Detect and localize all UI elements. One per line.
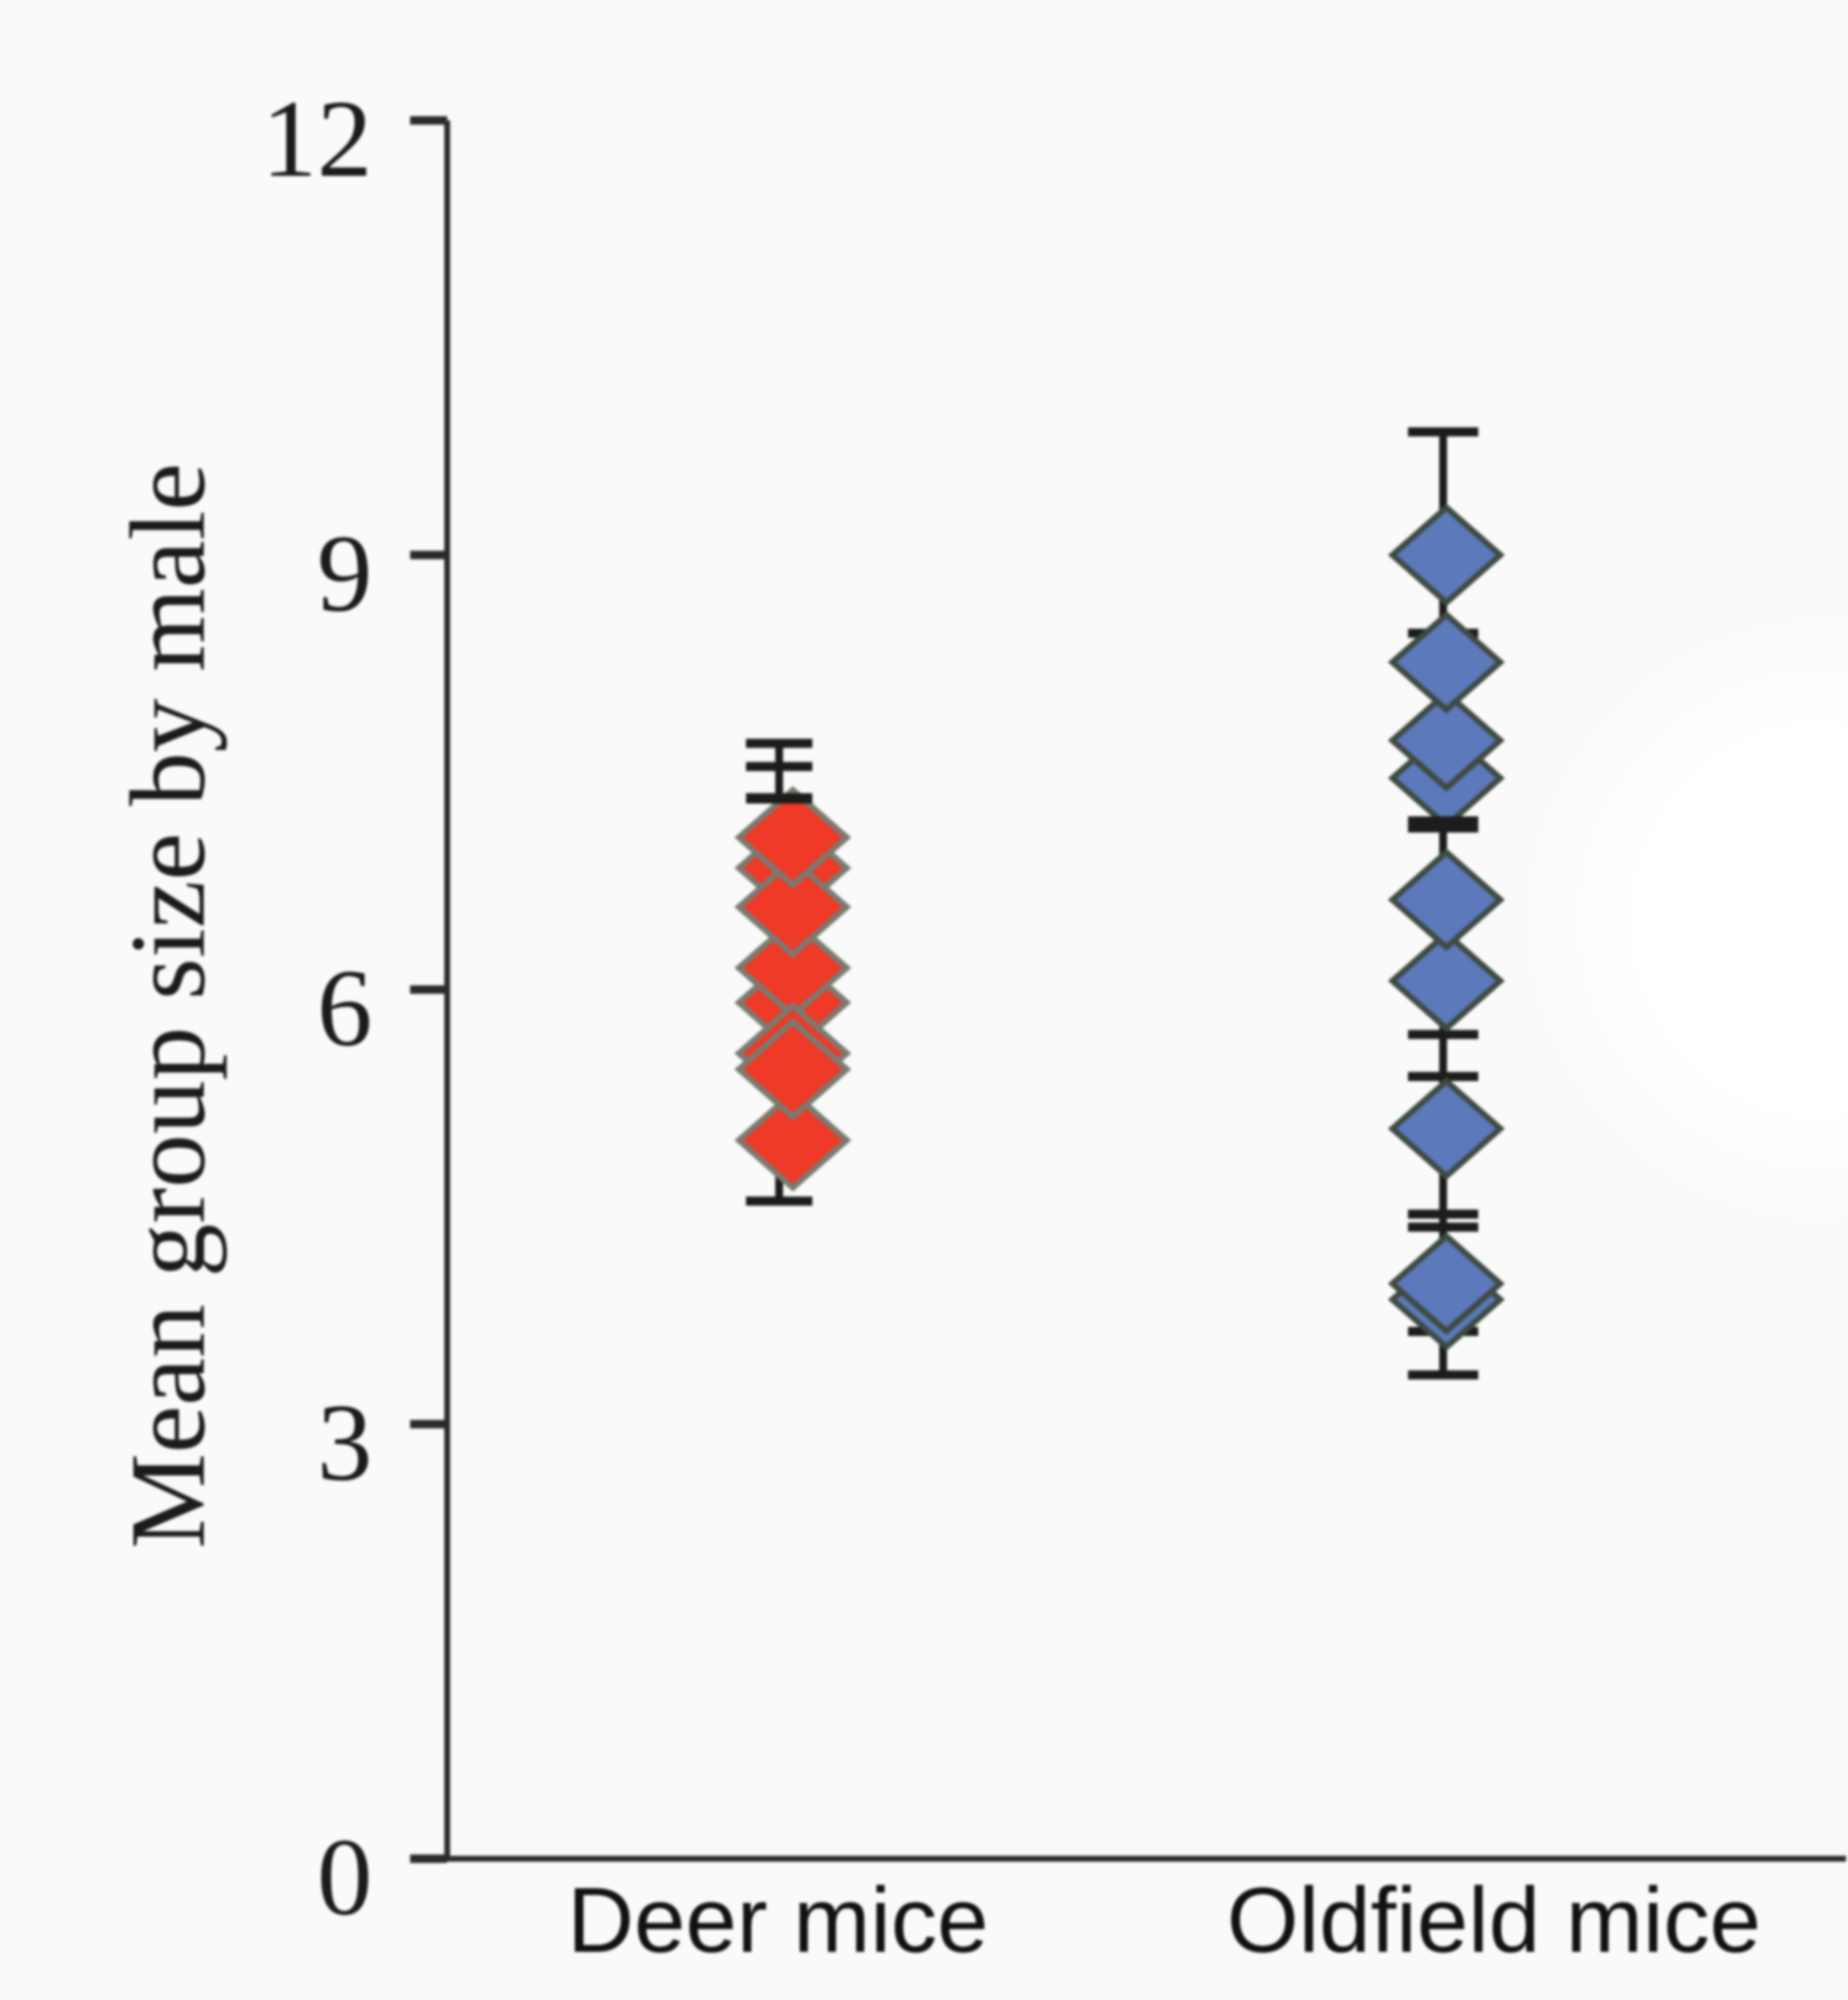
x-category-label-oldfield-mice: Oldfield mice xyxy=(1226,1868,1761,1972)
diamond-marker xyxy=(734,786,851,889)
diamond-marker xyxy=(1388,689,1505,792)
y-tick-label: 12 xyxy=(262,77,372,200)
diamond-marker xyxy=(734,1089,851,1192)
y-tick-label: 9 xyxy=(317,512,372,635)
diamond-marker xyxy=(1388,1077,1505,1180)
x-category-label-deer-mice: Deer mice xyxy=(567,1868,989,1972)
y-tick-label: 6 xyxy=(317,947,372,1069)
diamond-marker xyxy=(734,855,851,959)
diamond-marker xyxy=(1388,848,1505,952)
diamond-marker xyxy=(1388,1232,1505,1335)
diamond-marker xyxy=(1388,503,1505,607)
diamond-marker xyxy=(734,1018,851,1121)
y-axis-title: Mean group size by male xyxy=(108,463,227,1549)
diamond-marker xyxy=(1388,929,1505,1033)
diamond-marker xyxy=(1388,611,1505,714)
y-tick-label: 0 xyxy=(317,1816,372,1938)
y-tick-label: 3 xyxy=(317,1382,372,1504)
